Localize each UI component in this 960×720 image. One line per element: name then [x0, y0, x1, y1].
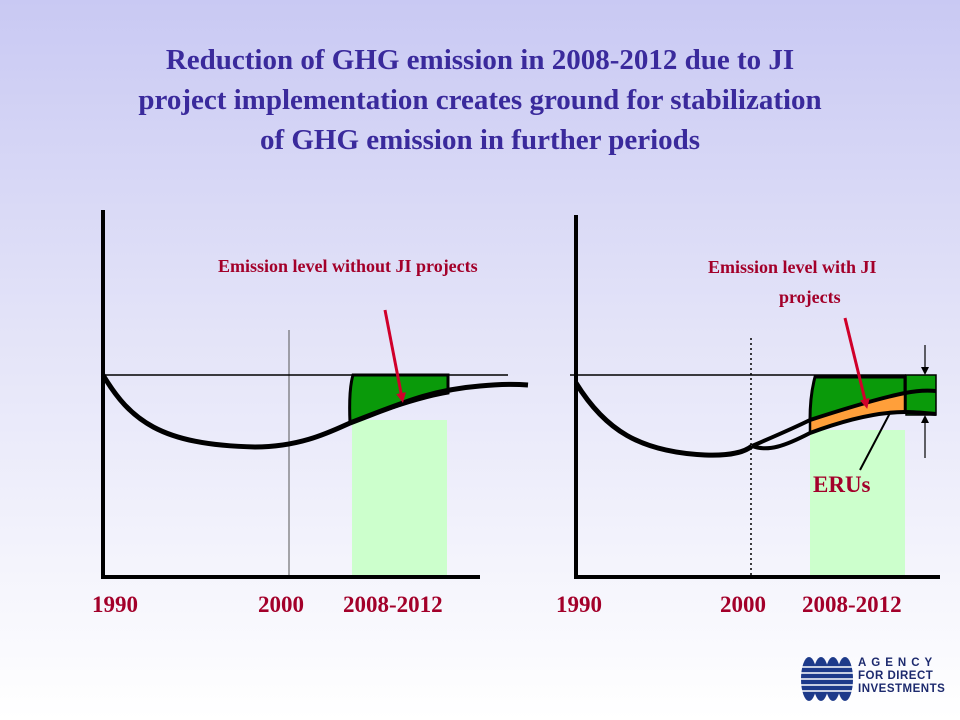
title-line-1: Reduction of GHG emission in 2008-2012 d…: [165, 44, 795, 76]
right-bracket-bottom-head: [921, 415, 929, 423]
right-emission-curve-base: [573, 381, 754, 458]
left-period-band: [352, 420, 447, 577]
right-emission-label-line1: Emission level with JI: [708, 257, 877, 277]
logo-line-2: FOR DIRECT: [858, 670, 934, 682]
right-extension-box: [905, 374, 937, 416]
right-year-2008-2012: 2008-2012: [802, 592, 902, 617]
right-curve-with-ji: [751, 409, 937, 451]
left-emission-label: Emission level without JI projects: [218, 256, 478, 276]
logo-line-1: AGENCY: [858, 657, 938, 669]
left-label-arrow: [383, 309, 406, 403]
left-year-2008-2012: 2008-2012: [343, 592, 443, 617]
right-bracket-top-head: [921, 367, 929, 375]
agency-logo-text: AGENCY FOR DIRECT INVESTMENTS: [858, 657, 945, 696]
title-line-3: of GHG emission in further periods: [259, 124, 701, 156]
right-emission-label-line2: projects: [779, 287, 841, 307]
right-label-arrow: [843, 317, 870, 409]
left-year-1990: 1990: [92, 592, 138, 617]
eru-label: ERUs: [813, 472, 871, 497]
eru-pointer-line: [859, 412, 891, 471]
title-line-2: project implementation creates ground fo…: [138, 84, 822, 116]
slide-title: Reduction of GHG emission in 2008-2012 d…: [60, 40, 900, 160]
right-period-band: [810, 430, 905, 577]
left-year-2000: 2000: [258, 592, 304, 617]
agency-logo-icon: [800, 657, 856, 701]
left-emission-curve: [100, 373, 529, 450]
left-diagram: Emission level without JI projects 1990 …: [92, 210, 529, 617]
right-year-1990: 1990: [556, 592, 602, 617]
logo-line-3: INVESTMENTS: [858, 683, 946, 695]
right-year-2000: 2000: [720, 592, 766, 617]
right-diagram: Emission level with JI projects ERUs 199…: [556, 215, 940, 617]
agency-logo: AGENCY FOR DIRECT INVESTMENTS: [800, 655, 945, 703]
